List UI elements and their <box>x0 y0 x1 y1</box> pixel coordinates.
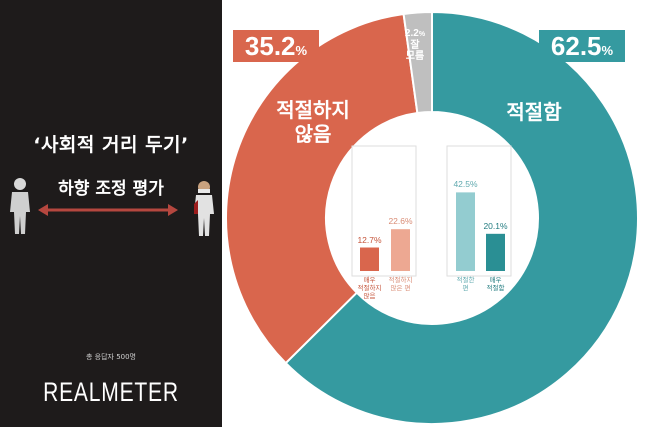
appropriate-percent-value: 62.5 <box>550 31 602 61</box>
person-right-icon <box>194 181 214 236</box>
appropriate-slice-label: 적절함 <box>506 100 562 124</box>
distance-arrow-icon <box>38 204 178 216</box>
brand-logo: REALMETER <box>43 377 179 407</box>
person-left-icon <box>10 178 30 234</box>
unknown-percent-sign: % <box>418 31 426 38</box>
unknown-label-line1: 잘 <box>410 40 420 51</box>
respondents-count: 총 응답자 500명 <box>85 353 136 361</box>
inner-bar-4 <box>486 233 505 271</box>
donut-slice-inappropriate <box>225 12 419 365</box>
inappropriate-percent-value: 35.2 <box>244 31 296 61</box>
inner-bar-3 <box>456 192 475 271</box>
headline-line2: 하향 조정 평가 <box>58 179 164 199</box>
inappropriate-percent-badge: 35.2% <box>233 30 319 62</box>
inner-bar-1 <box>360 247 379 271</box>
inner-bar-category-1: 매우 적절하지 않음 <box>357 276 382 300</box>
inappropriate-percent-sign: % <box>295 43 308 58</box>
inner-bar-2 <box>391 229 410 271</box>
donut-slice-unknown <box>402 10 433 115</box>
inner-box-inappropriate <box>351 145 417 277</box>
inner-bar-category-4: 매우 적절함 <box>486 276 505 292</box>
inner-bar-value-3: 42.5% <box>453 179 478 190</box>
inner-bar-value-1: 12.7% <box>357 234 382 245</box>
inner-bar-value-4: 20.1% <box>483 220 508 231</box>
left-panel: ‘사회적 거리 두기’ 하향 조정 평가 총 응답자 500명 REALMETE… <box>0 0 222 427</box>
unknown-label-line2: 모름 <box>405 51 425 62</box>
inappropriate-slice-label: 적절하지 않음 <box>276 98 350 146</box>
inner-bar-value-2: 22.6% <box>388 216 413 227</box>
unknown-percent-label: 2.2% 잘 모름 <box>401 28 429 76</box>
inner-bar-category-3: 적절한 편 <box>456 276 475 292</box>
unknown-percent-value: 2.2 <box>404 28 419 39</box>
donut-slice-appropriate <box>284 10 639 425</box>
headline-line1: ‘사회적 거리 두기’ <box>33 134 189 156</box>
inner-box-appropriate <box>446 145 512 277</box>
inner-bar-category-2: 적절하지 않은 편 <box>388 276 413 292</box>
appropriate-percent-sign: % <box>601 43 614 58</box>
appropriate-percent-badge: 62.5% <box>539 30 625 62</box>
